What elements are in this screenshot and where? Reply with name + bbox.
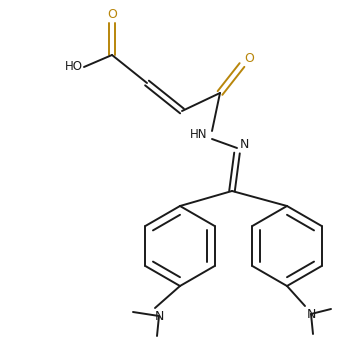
Text: O: O [244,53,254,66]
Text: HO: HO [65,60,83,73]
Text: N: N [239,139,249,152]
Text: N: N [306,307,316,320]
Text: HN: HN [190,128,208,141]
Text: N: N [154,310,164,323]
Text: O: O [107,7,117,20]
